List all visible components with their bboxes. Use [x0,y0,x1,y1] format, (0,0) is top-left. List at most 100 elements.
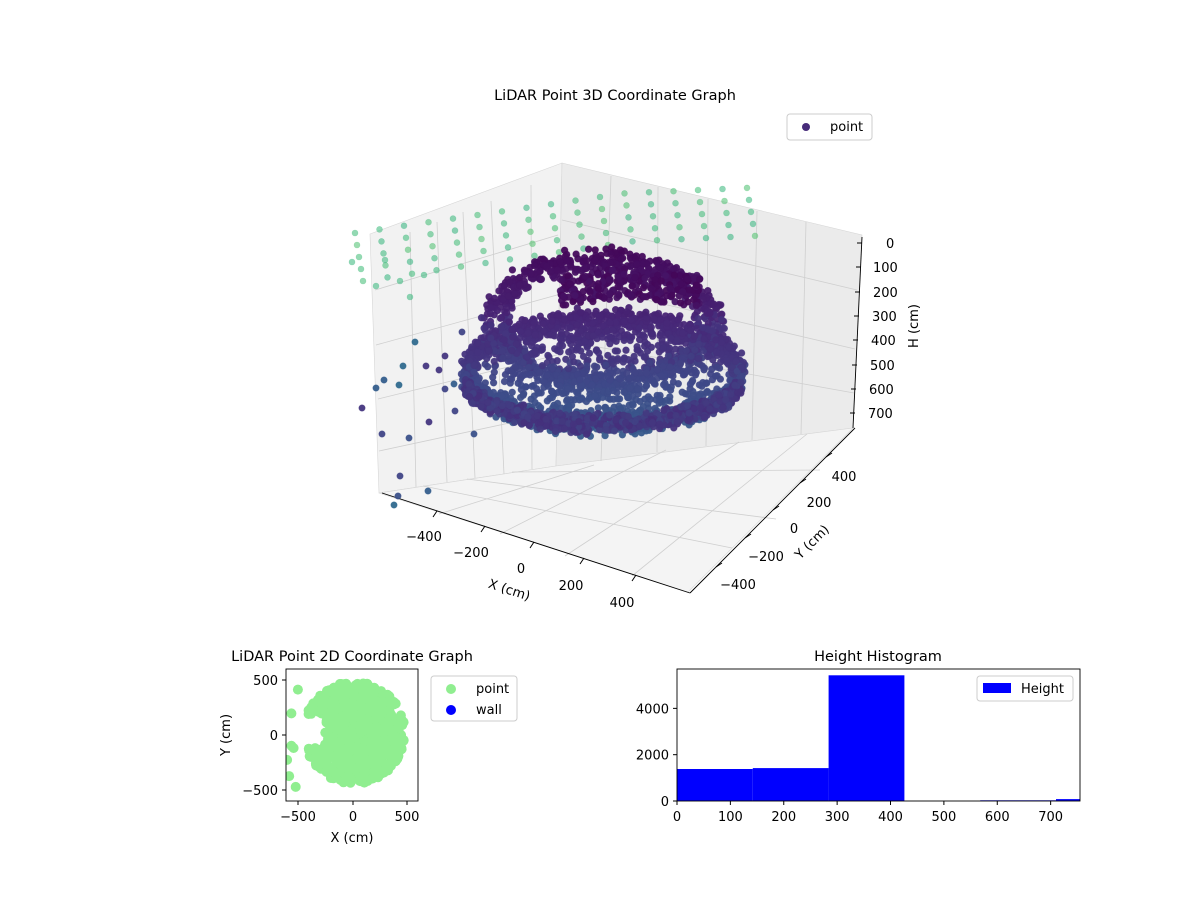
plot3d-ytick-label: 0 [790,522,798,537]
plot3d-point [631,368,640,377]
hist-ytick-label: 0 [661,795,669,810]
plot2d-point [330,768,341,779]
plot3d-point [673,418,681,426]
plot3d-point [720,324,728,333]
plot3d-point [727,390,735,398]
plot3d-point [602,426,610,434]
plot3d-point [515,320,523,328]
plot2d-legend-label-point: point [476,682,509,697]
plot3d-point [674,380,682,388]
plot2d-point [385,747,396,758]
plot3d-point [617,255,625,263]
plot3d-point [495,287,503,295]
plot3d-point [629,238,636,245]
plot3d-point [609,326,617,335]
plot3d-point [689,391,697,399]
plot3d-point [642,409,650,417]
plot3d-point [500,282,509,290]
plot3d-point [623,202,630,209]
plot3d-point [671,345,680,353]
plot2d-point [345,727,356,738]
plot2d-point [352,753,363,764]
plot3d-point [535,368,544,376]
plot3d-point [538,362,546,370]
plot2d-point [353,700,364,711]
plot3d-point [611,347,619,355]
plot3d-point [498,402,506,410]
plot3d-point [404,246,412,254]
plot3d-point [631,273,639,282]
plot3d-point [395,381,403,389]
plot3d-point [698,210,706,218]
plot3d-point [399,362,407,370]
plot3d-point [560,246,569,255]
plot3d-point [606,259,615,267]
plot3d-point [588,381,596,389]
plot3d-point [639,284,648,292]
plot3d-ztick-label: 600 [869,383,894,398]
plot3d-point [627,226,634,233]
plot3d-point [400,222,408,230]
plot3d-point [381,256,389,264]
plot3d-legend-marker [802,123,810,131]
plot2d-point [324,698,335,709]
hist-bar [1056,799,1080,801]
plot3d-point [743,184,751,192]
plot3d-point [639,402,647,411]
plot3d-point [390,501,398,509]
plot3d-point [678,288,687,296]
plot3d-point [529,240,536,248]
plot3d-point [465,393,474,401]
plot3d-point [487,321,495,329]
plot2d-point [383,718,394,729]
plot3d-point [530,261,539,270]
plot3d-point [394,492,402,500]
plot3d-point [587,263,595,271]
plot3d-point [626,333,634,341]
plot3d-point [571,268,580,276]
plot3d-gridline [436,221,448,483]
plot3d-point [406,258,414,266]
plot2d-point [362,713,373,724]
plot3d-point [722,356,731,365]
plot3d-point [650,379,658,387]
plot3d-point [484,398,492,407]
plot3d-point [581,272,589,281]
plot3d-point [620,318,628,326]
plot3d-point [474,376,483,384]
plot3d-point [622,308,631,316]
hist-xtick-label: 700 [1038,810,1063,825]
plot3d-point [571,291,579,300]
plot3d-point [515,281,524,289]
plot3d-point [551,427,560,436]
plot2d-point [286,754,293,765]
plot3d-point [547,200,555,208]
plot3d-point [605,290,614,298]
plot3d-point [725,343,733,351]
plot3d-point [508,388,516,396]
plot3d-gridline [561,219,858,291]
plot3d-point [505,318,514,326]
plot3d-point [641,274,649,282]
plot3d-point [470,430,478,438]
plot3d-point [351,229,359,237]
plot2d-point [321,766,332,777]
plot3d-point [589,332,597,340]
plot3d-point [450,380,458,388]
plot3d-point [700,222,708,230]
plot3d-point [683,402,692,410]
plot3d-point [717,315,726,324]
plot3d-xtick-label: −200 [453,546,489,561]
plot3d-point [582,256,591,265]
plot3d-point [728,363,736,371]
hist-bar [677,769,753,801]
plot3d-point [653,237,661,244]
plot3d-point [555,409,564,417]
plot3d-point [627,316,635,324]
plot3d-point [631,418,639,426]
plot3d-point [359,277,367,285]
plot3d-point [616,375,624,383]
plot3d-point [574,209,581,216]
plot3d-point [633,260,641,268]
plot3d-gridline [511,469,821,473]
